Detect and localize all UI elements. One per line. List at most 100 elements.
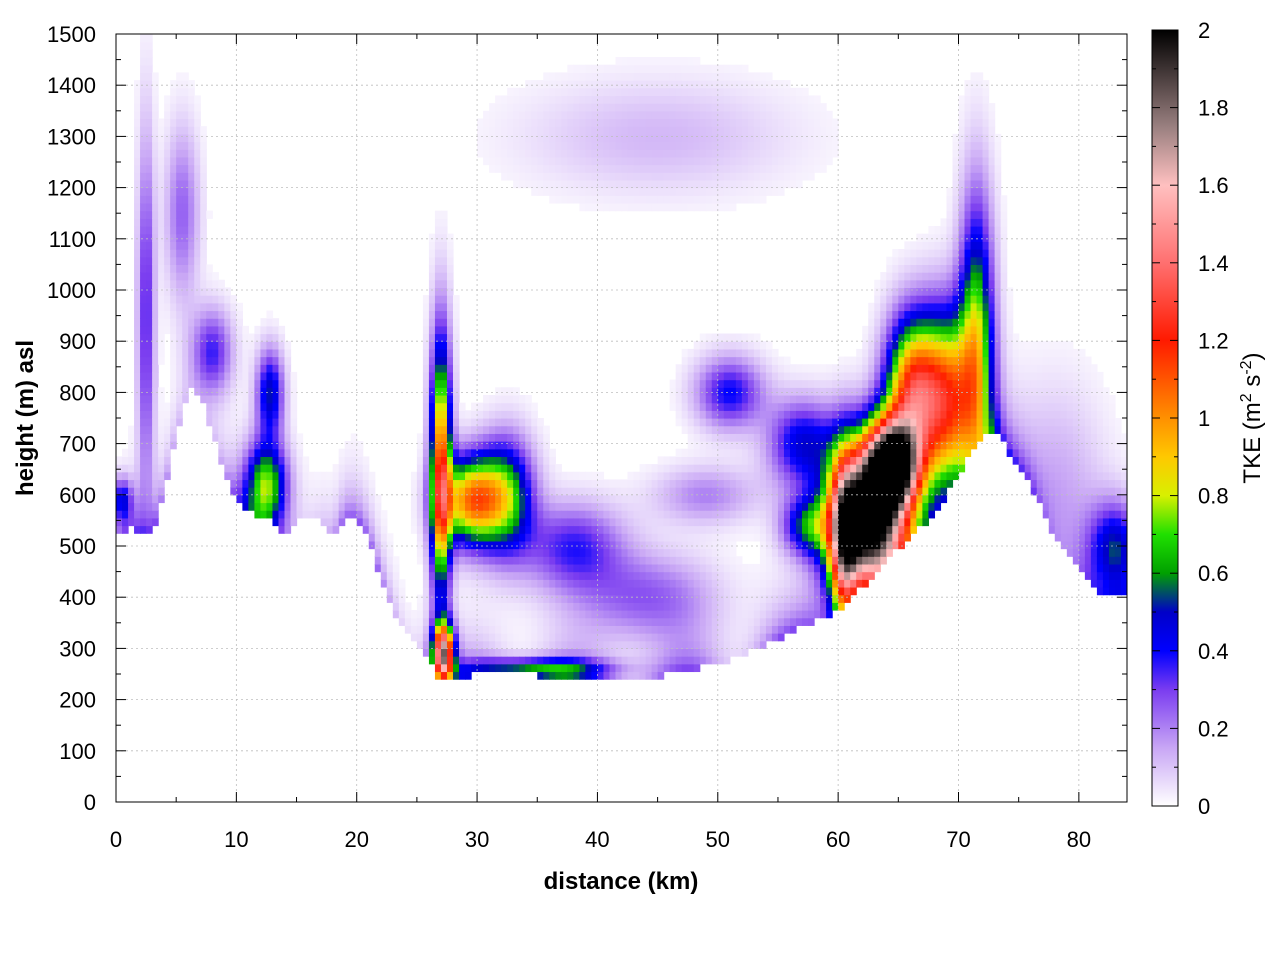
heatmap-cell	[561, 156, 568, 166]
heatmap-cell	[729, 525, 737, 534]
heatmap-cell	[591, 118, 599, 127]
heatmap-cell	[687, 156, 695, 166]
heatmap-cell	[627, 533, 635, 542]
heatmap-cell	[675, 410, 683, 419]
heatmap-cell	[850, 418, 857, 427]
heatmap-cell	[513, 156, 520, 166]
heatmap-cell	[651, 471, 659, 481]
heatmap-cell	[651, 640, 659, 649]
heatmap-cell	[416, 525, 424, 534]
heatmap-cell	[477, 648, 484, 657]
heatmap-cell	[489, 617, 496, 626]
heatmap-cell	[723, 410, 731, 419]
heatmap-cell	[459, 464, 466, 473]
heatmap-cell	[615, 633, 623, 642]
heatmap-cell	[711, 72, 719, 81]
heatmap-cell	[705, 418, 713, 427]
heatmap-cell	[615, 187, 623, 196]
heatmap-cell	[621, 602, 629, 611]
heatmap-cell	[657, 625, 665, 634]
heatmap-cell	[465, 456, 472, 465]
heatmap-cell	[537, 448, 544, 457]
heatmap-cell	[868, 571, 875, 580]
heatmap-cell	[681, 379, 689, 388]
heatmap-cell	[645, 179, 653, 189]
heatmap-cell	[687, 418, 695, 427]
heatmap-cell	[314, 502, 322, 511]
heatmap-cell	[200, 348, 207, 358]
heatmap-cell	[826, 487, 833, 496]
heatmap-cell	[898, 441, 905, 450]
heatmap-cell	[176, 325, 183, 335]
heatmap-cell	[537, 172, 544, 181]
heatmap-cell	[711, 563, 719, 573]
heatmap-cell	[230, 364, 237, 373]
heatmap-cell	[140, 279, 147, 289]
heatmap-cell	[471, 487, 478, 496]
heatmap-cell	[639, 87, 647, 97]
heatmap-cell	[224, 448, 231, 457]
heatmap-cell	[663, 464, 671, 473]
heatmap-cell	[802, 556, 809, 565]
heatmap-cell	[459, 471, 466, 481]
heatmap-cell	[771, 487, 779, 496]
heatmap-cell	[808, 425, 815, 434]
heatmap-cell	[681, 418, 689, 427]
heatmap-cell	[717, 617, 725, 626]
heatmap-cell	[543, 133, 550, 143]
heatmap-cell	[898, 456, 905, 465]
heatmap-cell	[765, 502, 773, 511]
heatmap-cell	[874, 471, 881, 481]
heatmap-cell	[627, 671, 635, 680]
heatmap-cell	[194, 179, 201, 189]
heatmap-cell	[615, 563, 623, 573]
heatmap-cell	[507, 594, 514, 603]
heatmap-cell	[272, 348, 280, 358]
heatmap-cell	[440, 302, 448, 312]
heatmap-cell	[266, 348, 274, 358]
heatmap-cell	[434, 379, 442, 388]
heatmap-cell	[771, 633, 779, 642]
heatmap-cell	[796, 133, 803, 143]
heatmap-cell	[862, 348, 869, 358]
heatmap-cell	[735, 80, 743, 89]
heatmap-cell	[398, 594, 406, 603]
heatmap-cell	[525, 448, 532, 457]
heatmap-cell	[585, 602, 593, 611]
heatmap-cell	[832, 563, 839, 573]
heatmap-cell	[669, 656, 677, 665]
heatmap-cell	[880, 448, 887, 457]
heatmap-cell	[880, 441, 887, 450]
heatmap-cell	[266, 341, 274, 350]
heatmap-cell	[525, 80, 532, 89]
heatmap-cell	[627, 172, 635, 181]
heatmap-cell	[808, 387, 815, 396]
heatmap-cell	[230, 325, 237, 335]
heatmap-cell	[134, 126, 141, 135]
heatmap-cell	[206, 356, 213, 365]
heatmap-cell	[453, 502, 460, 511]
heatmap-cell	[597, 663, 605, 673]
heatmap-cell	[459, 533, 466, 542]
heatmap-cell	[416, 471, 424, 481]
heatmap-cell	[254, 456, 262, 465]
heatmap-cell	[440, 533, 448, 542]
heatmap-cell	[675, 364, 683, 373]
heatmap-cell	[838, 487, 845, 496]
heatmap-cell	[230, 402, 237, 411]
heatmap-cell	[188, 233, 195, 242]
heatmap-cell	[687, 487, 695, 496]
heatmap-cell	[146, 510, 153, 519]
heatmap-cell	[254, 502, 262, 511]
heatmap-cell	[699, 110, 707, 120]
heatmap-cell	[549, 579, 556, 588]
heatmap-cell	[802, 149, 809, 158]
heatmap-cell	[771, 548, 779, 557]
heatmap-cell	[344, 502, 352, 511]
heatmap-cell	[621, 594, 629, 603]
heatmap-cell	[152, 356, 159, 365]
heatmap-cell	[116, 494, 123, 504]
heatmap-cell	[856, 571, 863, 580]
heatmap-cell	[134, 479, 141, 488]
heatmap-cell	[266, 494, 274, 504]
